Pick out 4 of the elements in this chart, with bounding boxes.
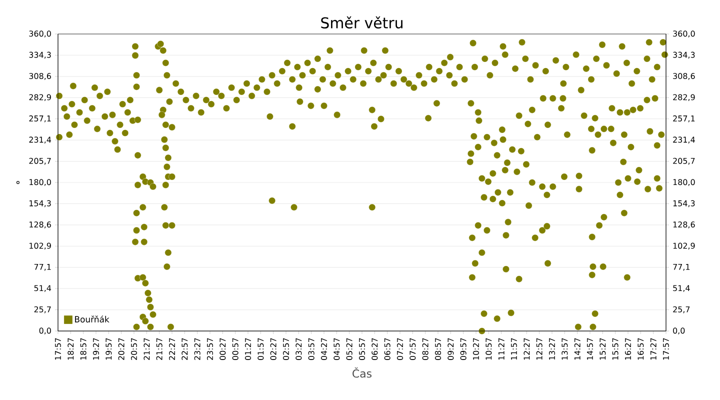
x-axis-title: Čas <box>352 367 372 378</box>
chart-title: Směr větru <box>321 16 402 29</box>
legend-label: Bouřňák <box>75 316 110 322</box>
y-axis-title: ° <box>16 180 20 184</box>
